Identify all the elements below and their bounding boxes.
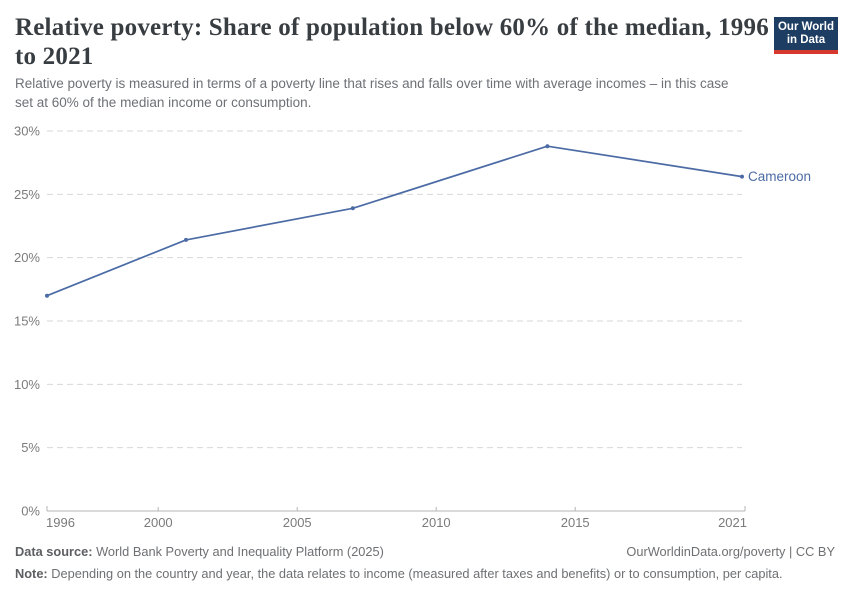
data-point[interactable] <box>350 206 355 211</box>
data-point[interactable] <box>740 174 744 179</box>
chart-title-line: to 2021 <box>15 43 94 70</box>
x-tick-label: 2015 <box>561 515 590 530</box>
data-point[interactable] <box>184 237 188 242</box>
attribution-link[interactable]: OurWorldinData.org/poverty | CC BY <box>626 544 835 559</box>
y-tick-label: 25% <box>14 187 40 202</box>
y-tick-label: 0% <box>21 504 40 519</box>
data-source: Data source: World Bank Poverty and Ineq… <box>15 544 384 559</box>
y-tick-label: 5% <box>21 440 40 455</box>
chart-subtitle: Relative poverty is measured in terms of… <box>15 76 729 110</box>
data-point[interactable] <box>545 144 550 149</box>
series-line[interactable] <box>46 145 743 297</box>
y-tick-label: 15% <box>14 314 40 329</box>
x-tick-label: 2021 <box>718 515 747 530</box>
chart-note: Note: Depending on the country and year,… <box>15 566 783 581</box>
chart-title-line: Relative poverty: Share of population be… <box>15 14 769 41</box>
chart-title: Relative poverty: Share of population be… <box>15 13 769 71</box>
owid-logo-text: Our World in Data <box>777 20 834 46</box>
x-tick-label: 2000 <box>144 515 173 530</box>
chart-footer: Data source: World Bank Poverty and Ineq… <box>15 541 835 585</box>
series-end-label[interactable]: Cameroon <box>748 169 811 184</box>
x-tick-label: 1996 <box>46 515 75 530</box>
y-tick-label: 20% <box>14 250 40 265</box>
x-tick-label: 2005 <box>283 515 312 530</box>
x-tick-label: 2010 <box>422 515 451 530</box>
y-tick-label: 10% <box>14 377 40 392</box>
y-tick-label: 30% <box>14 124 40 139</box>
owid-logo[interactable]: Our World in Data <box>774 17 838 54</box>
data-point[interactable] <box>45 293 49 298</box>
